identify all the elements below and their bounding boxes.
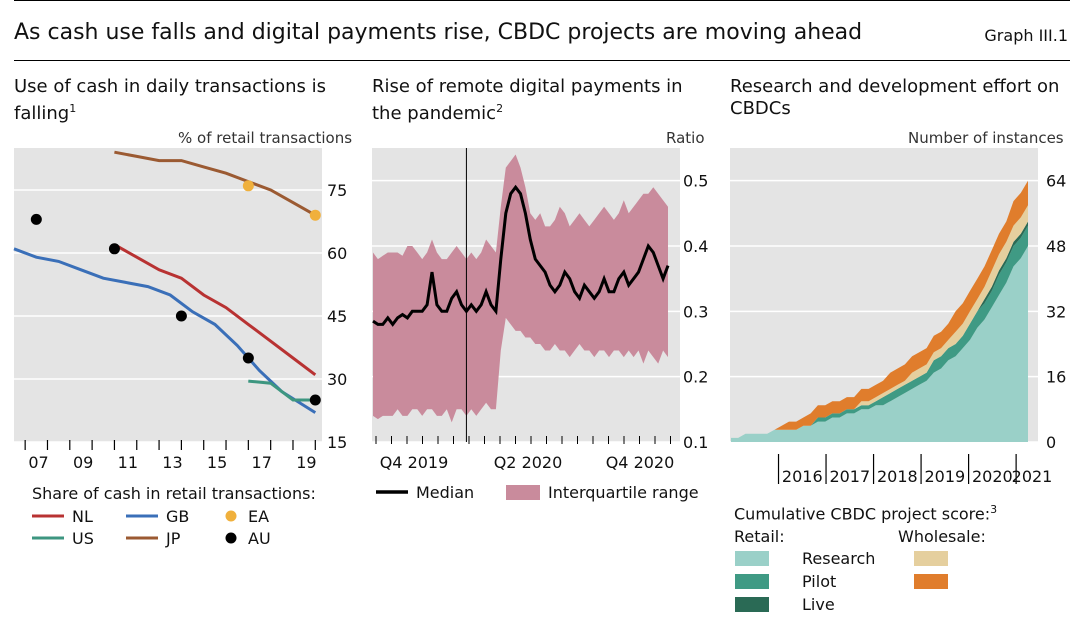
panel2-ytick-label: 0.5: [683, 172, 708, 191]
panel1-line-us: [248, 379, 316, 402]
panel1-xtick-label: 09: [73, 453, 93, 472]
panel3-ytick-label: 32: [1046, 302, 1066, 321]
graph-number: Graph III.1: [984, 26, 1068, 45]
top-rule: [14, 0, 1070, 1]
panel1-title: Use of cash in daily transactions is fal…: [14, 76, 326, 124]
panel2-title: Rise of remote digital payments in the p…: [372, 76, 683, 124]
panel3-unit: Number of instances: [908, 129, 1064, 147]
panel1-xtick-label: 17: [252, 453, 272, 472]
panel1-point-au: [30, 213, 42, 225]
legend3-retail-pilot-swatch: [735, 574, 769, 589]
legend2-iqr-swatch: [506, 485, 540, 500]
panel1-xtick-label: 11: [118, 453, 138, 472]
legend3-wholesale-research-swatch: [914, 551, 948, 566]
panel1-point-au: [108, 243, 120, 255]
panel3-title: Research and development effort on CBDCs: [730, 76, 1060, 119]
panel3-ytick-label: 64: [1046, 172, 1066, 191]
legend3-retail-live-swatch: [735, 597, 769, 612]
panel3-area-wholesale-research: [731, 205, 1028, 438]
panel3-ytick-label: 48: [1046, 237, 1066, 256]
panel2-ytick-label: 0.4: [683, 237, 708, 256]
panel2-xtick-label: Q2 2020: [494, 453, 563, 472]
panel2-ytick-label: 0.1: [683, 433, 708, 452]
legend3-live-label: Live: [802, 595, 835, 614]
panel2-xtick-label: Q4 2019: [380, 453, 449, 472]
panel2-ytick-label: 0.3: [683, 302, 708, 321]
panel1-ytick-label: 30: [327, 370, 347, 389]
panel3-xtick-label: 2016: [782, 467, 823, 486]
panel1-xtick-label: 07: [28, 453, 48, 472]
panel3-xtick-label: 2017: [829, 467, 870, 486]
legend3-research-label: Research: [802, 549, 876, 568]
panel1-unit: % of retail transactions: [178, 129, 353, 147]
panel3-area-retail-pilot: [731, 225, 1028, 438]
legend1-gb-label: GB: [166, 507, 190, 526]
panel3-ytick-label: 0: [1046, 433, 1056, 452]
panel1-xtick-label: 19: [296, 453, 316, 472]
legend1-heading: Share of cash in retail transactions:: [32, 484, 316, 503]
panel2-unit: Ratio: [666, 129, 705, 147]
panel3-ytick-label: 16: [1046, 368, 1066, 387]
legend1-ea-label: EA: [248, 507, 270, 526]
panel3-area-retail-research: [731, 246, 1028, 442]
panel2-xtick-label: Q4 2020: [606, 453, 675, 472]
legend1-au-label: AU: [248, 529, 271, 548]
panel1-line-gb: [13, 247, 317, 414]
graph-title: As cash use falls and digital payments r…: [14, 20, 863, 45]
legend2-median-label: Median: [416, 483, 475, 502]
header-rule: [14, 60, 1070, 61]
panel1-point-au: [309, 394, 321, 406]
panel2-ytick-label: 0.2: [683, 368, 708, 387]
panel1-point-ea: [309, 209, 321, 221]
legend3-retail-label: Retail:: [734, 527, 785, 546]
legend3-wholesale-label: Wholesale:: [898, 527, 986, 546]
panel1-line-nl: [113, 243, 317, 376]
panel1-ytick-label: 45: [327, 307, 347, 326]
panel1-xtick-label: 13: [162, 453, 182, 472]
panel1-point-au: [175, 310, 187, 322]
panel1-line-jp: [114, 150, 317, 217]
panel1-ytick-label: 15: [327, 433, 347, 452]
legend3-heading: Cumulative CBDC project score:3: [734, 503, 998, 524]
panel1-point-ea: [242, 180, 254, 192]
panel3-xtick-label: 2021: [1012, 467, 1053, 486]
panel3-area-wholesale-pilot: [731, 180, 1028, 438]
legend2-iqr-label: Interquartile range: [548, 483, 699, 502]
panel3-xtick-label: 2018: [877, 467, 918, 486]
legend1-ea-swatch: [225, 510, 237, 522]
legend1-au-swatch: [225, 532, 237, 544]
panel3-xtick-label: 2019: [924, 467, 965, 486]
panel1-xtick-label: 15: [207, 453, 227, 472]
panel2-median-line: [372, 184, 670, 327]
legend1-nl-label: NL: [72, 507, 93, 526]
legend1-us-label: US: [72, 529, 94, 548]
panel2-iqr-band: [373, 154, 668, 423]
legend3-wholesale-pilot-swatch: [914, 574, 948, 589]
panel3-xtick-label: 2020: [972, 467, 1013, 486]
panel1-ytick-label: 60: [327, 244, 347, 263]
panel1-ytick-label: 75: [327, 181, 347, 200]
panel1-point-au: [242, 352, 254, 364]
legend3-pilot-label: Pilot: [802, 572, 837, 591]
legend3-retail-research-swatch: [735, 551, 769, 566]
legend1-jp-label: JP: [166, 529, 181, 548]
